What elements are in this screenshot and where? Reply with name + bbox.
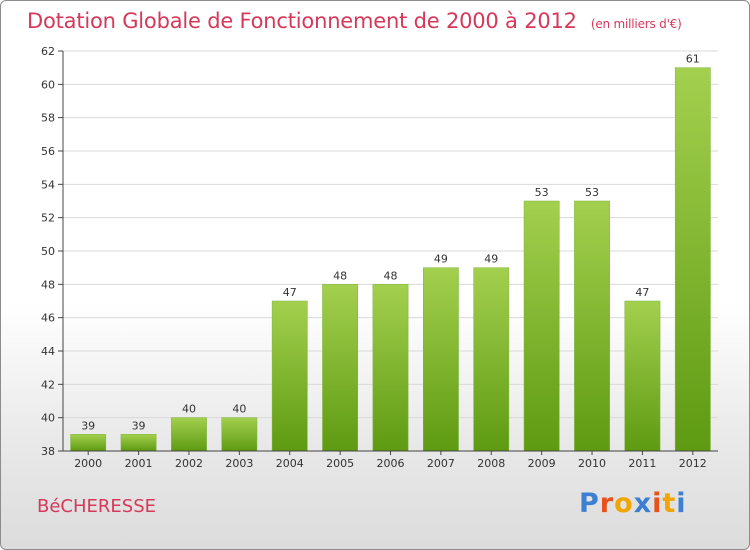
- logo-letter: r: [599, 488, 615, 519]
- proxiti-logo: Proxiti: [579, 488, 687, 519]
- axes: [58, 50, 718, 455]
- value-label-2010: 53: [585, 186, 599, 199]
- bar-2006: [372, 284, 409, 452]
- chart-title-unit: (en milliers d'€): [590, 17, 682, 31]
- y-tick-label: 40: [41, 412, 55, 425]
- bar-2009: [523, 200, 560, 452]
- x-tick-label-2009: 2009: [528, 457, 556, 470]
- x-tick-label-2005: 2005: [326, 457, 354, 470]
- y-tick-label: 56: [41, 145, 55, 158]
- bar-2010: [574, 200, 610, 452]
- x-tick-label-2012: 2012: [679, 457, 707, 470]
- y-tick-label: 44: [41, 345, 55, 358]
- y-tick-label: 42: [41, 378, 55, 391]
- y-tick-label: 54: [41, 178, 55, 191]
- x-tick-label-2011: 2011: [628, 457, 656, 470]
- bar-2001: [120, 434, 157, 452]
- x-tick-label-2008: 2008: [477, 457, 505, 470]
- bar-2002: [171, 417, 207, 452]
- y-tick-label: 38: [41, 445, 55, 458]
- x-tick-label-2010: 2010: [578, 457, 606, 470]
- value-label-2006: 48: [384, 269, 398, 282]
- logo-letter: i: [676, 488, 687, 519]
- y-tick-label: 46: [41, 312, 55, 325]
- y-tick-label: 50: [41, 245, 55, 258]
- value-label-2002: 40: [182, 403, 196, 416]
- bar-2011: [624, 300, 661, 452]
- value-label-2009: 53: [535, 186, 549, 199]
- logo-letter: x: [633, 488, 653, 519]
- x-tick-label-2000: 2000: [74, 457, 102, 470]
- x-tick-label-2003: 2003: [225, 457, 253, 470]
- x-tick-label-2006: 2006: [377, 457, 405, 470]
- bar-2005: [322, 284, 359, 452]
- bar-2004: [271, 300, 308, 452]
- value-label-2008: 49: [484, 253, 498, 266]
- value-label-2000: 39: [81, 419, 95, 432]
- logo-letter: P: [579, 488, 600, 519]
- value-label-2007: 49: [434, 253, 448, 266]
- x-tick-label-2004: 2004: [276, 457, 304, 470]
- bar-2007: [423, 267, 459, 452]
- logo-letter: t: [662, 488, 677, 519]
- logo-letter: o: [614, 488, 634, 519]
- bars: [70, 67, 711, 452]
- value-label-2004: 47: [283, 286, 297, 299]
- value-label-2005: 48: [333, 269, 347, 282]
- x-tick-label-2001: 2001: [125, 457, 153, 470]
- x-tick-label-2002: 2002: [175, 457, 203, 470]
- labels: 38 40 42 44 46 48 50 52 54 56 58 60 62 39 2000 39 2001 40…: [41, 45, 707, 470]
- value-label-2012: 61: [686, 53, 700, 66]
- logo-letter: i: [652, 488, 663, 519]
- y-tick-label: 48: [41, 278, 55, 291]
- bar-2008: [473, 267, 510, 452]
- y-tick-label: 52: [41, 212, 55, 225]
- bar-2012: [674, 67, 711, 452]
- bar-2000: [70, 434, 107, 452]
- bar-2003: [221, 417, 258, 452]
- value-label-2011: 47: [635, 286, 649, 299]
- x-tick-label-2007: 2007: [427, 457, 455, 470]
- chart-title-main: Dotation Globale de Fonctionnement de 20…: [27, 9, 577, 33]
- commune-name: BéCHERESSE: [37, 496, 157, 517]
- value-label-2001: 39: [132, 419, 146, 432]
- chart-title: Dotation Globale de Fonctionnement de 20…: [27, 9, 682, 33]
- y-tick-label: 58: [41, 112, 55, 125]
- y-tick-label: 60: [41, 78, 55, 91]
- value-label-2003: 40: [232, 403, 246, 416]
- y-tick-label: 62: [41, 45, 55, 58]
